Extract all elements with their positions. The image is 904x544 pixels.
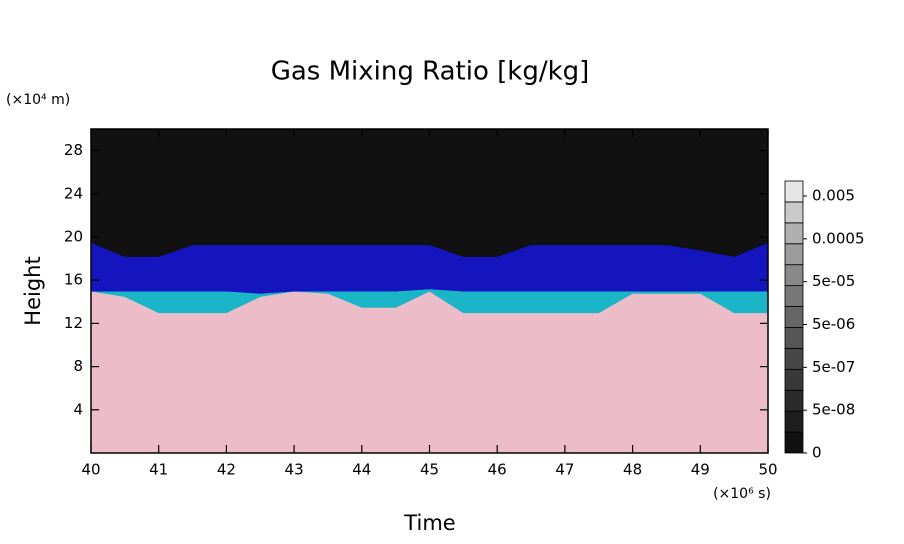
y-tick-label: 24 [64,184,83,202]
y-unit: (×10⁴ m) [6,92,70,108]
y-tick-label: 16 [64,271,83,289]
colorbar-box [784,368,804,391]
colorbar-box [784,306,804,328]
x-tick-label: 47 [555,461,574,479]
colorbar-box [784,431,804,454]
x-tick-label: 44 [352,461,371,479]
area-band [90,128,769,257]
x-tick-label: 45 [420,461,439,479]
x-tick-label: 40 [81,461,100,479]
x-unit: (×10⁶ s) [713,486,771,502]
area-band [90,241,769,294]
colorbar-label: 5e-06 [812,315,855,333]
colorbar-label: 0.005 [812,187,855,205]
x-axis-title: Time [403,511,455,535]
colorbar-box [784,347,804,370]
x-tick-label: 50 [758,461,777,479]
y-axis-title: Height [21,256,45,325]
colorbar-box [784,222,804,245]
colorbar-box [784,180,804,203]
x-tick-label: 43 [285,461,304,479]
colorbar-label: 5e-08 [812,401,855,419]
y-tick-label: 8 [73,357,83,375]
colorbar-box [784,389,804,412]
colorbar-label: 0.0005 [812,229,865,247]
y-tick-label: 20 [64,228,83,246]
colorbar-box [784,201,804,224]
colorbar-box [784,264,804,287]
colorbar-box [784,285,804,307]
x-tick-label: 41 [149,461,168,479]
x-tick-label: 46 [488,461,507,479]
chart-title: Gas Mixing Ratio [kg/kg] [271,57,590,87]
colorbar-label: 5e-05 [812,272,855,290]
colorbar-label: 5e-07 [812,358,855,376]
colorbar-box [784,327,804,349]
colorbar-label: 0 [812,444,822,462]
colorbar-box [784,243,804,266]
y-tick-label: 12 [64,314,83,332]
x-tick-label: 49 [691,461,710,479]
area-band [90,290,769,454]
y-tick-label: 28 [64,141,83,159]
x-tick-label: 48 [623,461,642,479]
y-tick-label: 4 [73,400,83,418]
x-tick-label: 42 [217,461,236,479]
colorbar-box [784,410,804,433]
